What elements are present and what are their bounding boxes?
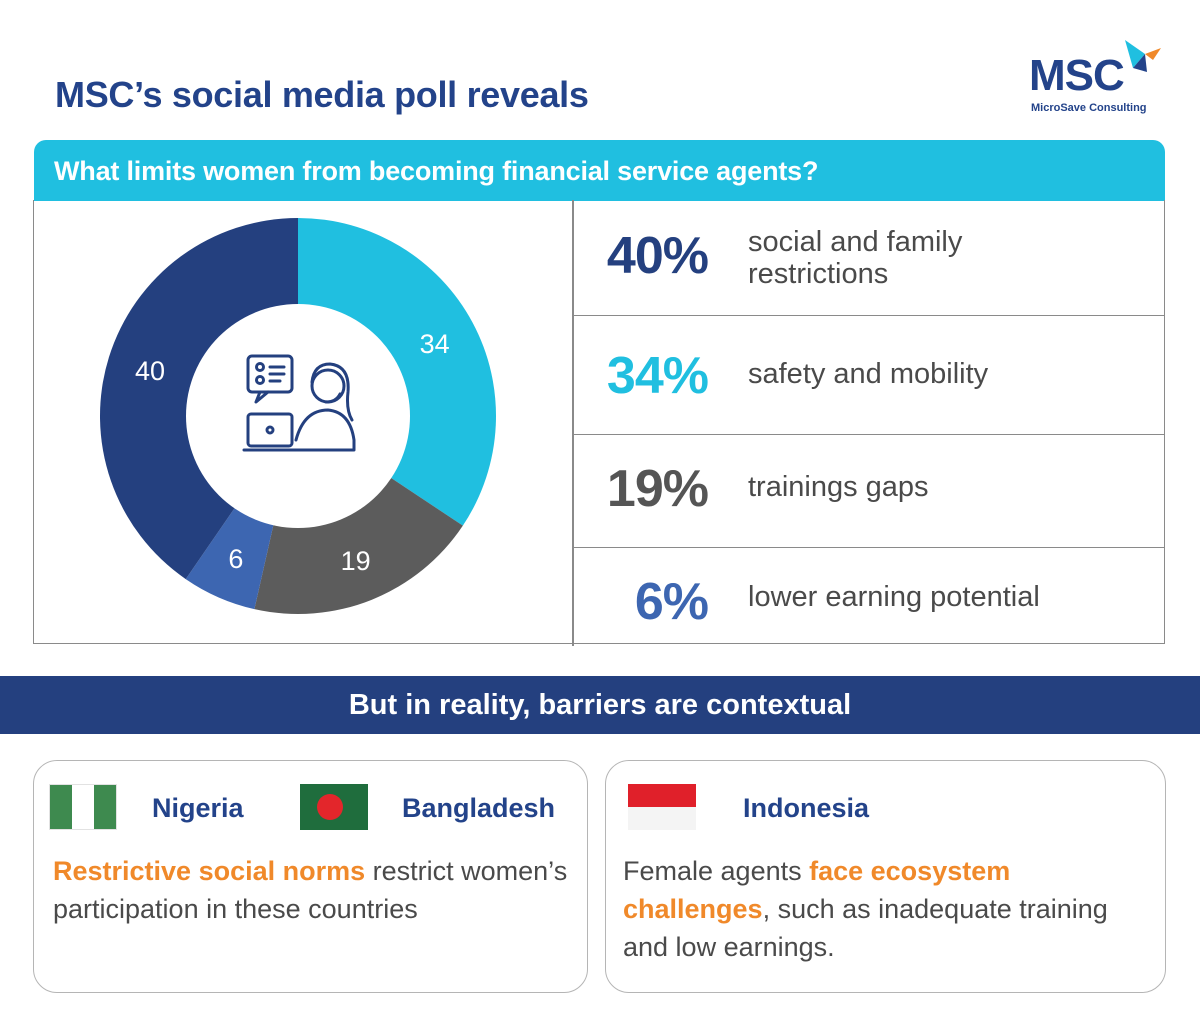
reality-title: But in reality, barriers are contextual [348, 689, 852, 721]
highlight-text: face ecosystem challenges [623, 856, 1011, 924]
indonesia-flag-icon [628, 784, 696, 830]
panel-divider [572, 200, 574, 646]
page-title: MSC’s social media poll reveals [55, 74, 589, 115]
reality-banner: But in reality, barriers are contextual [0, 676, 1200, 734]
stat-row: 6% lower earning potential [573, 548, 1165, 644]
stat-row: 40% social and family restrictions [573, 200, 1165, 316]
nigeria-bangladesh-text: Restrictive social norms restrict women’… [53, 852, 578, 928]
stat-row: 34% safety and mobility [573, 316, 1165, 435]
stat-label: trainings gaps [748, 471, 929, 503]
logo-text: MSC [1029, 51, 1125, 100]
slice-label-19: 19 [341, 546, 371, 576]
body-text: , such as inadequate training and low ea… [623, 894, 1108, 962]
bangladesh-flag-icon [300, 784, 368, 830]
stat-row: 19% trainings gaps [573, 435, 1165, 548]
country-bangladesh: Bangladesh [402, 793, 556, 823]
stat-percentage: 19% [606, 460, 709, 518]
stat-label: lower earning potential [748, 581, 1040, 613]
nigeria-flag-icon [49, 784, 117, 830]
stat-percentage: 40% [606, 227, 709, 285]
logo-subtitle: MicroSave Consulting [1031, 102, 1147, 114]
slice-label-40: 40 [135, 356, 165, 386]
country-nigeria: Nigeria [152, 793, 244, 823]
body-text: restrict women’s participation in these … [53, 856, 568, 924]
indonesia-card: Indonesia Female agents face ecosystem c… [605, 760, 1166, 993]
slice-label-34: 34 [420, 329, 450, 359]
donut-chart: 34 19 6 40 [100, 218, 497, 614]
nigeria-bangladesh-card: Nigeria Bangladesh Restrictive social no… [33, 760, 588, 993]
stat-label: social and family restrictions [748, 226, 963, 290]
chart-panel [33, 200, 1165, 644]
country-indonesia: Indonesia [743, 793, 870, 823]
support-agent-laptop-icon [242, 354, 356, 452]
stat-label: safety and mobility [748, 358, 989, 390]
bird-logo-icon [1125, 40, 1161, 72]
stat-percentage: 6% [634, 573, 709, 631]
question-banner: What limits women from becoming financia… [34, 140, 1165, 201]
highlight-text: Restrictive social norms [53, 856, 366, 886]
msc-logo: MSC MicroSave Consulting [1025, 38, 1165, 118]
slice-label-6: 6 [228, 544, 243, 574]
body-text-pre: Female agents [623, 856, 810, 886]
stat-percentage: 34% [606, 347, 709, 405]
question-text: What limits women from becoming financia… [54, 156, 819, 186]
indonesia-text: Female agents face ecosystem challenges,… [623, 852, 1123, 966]
donut-hole [186, 304, 410, 528]
